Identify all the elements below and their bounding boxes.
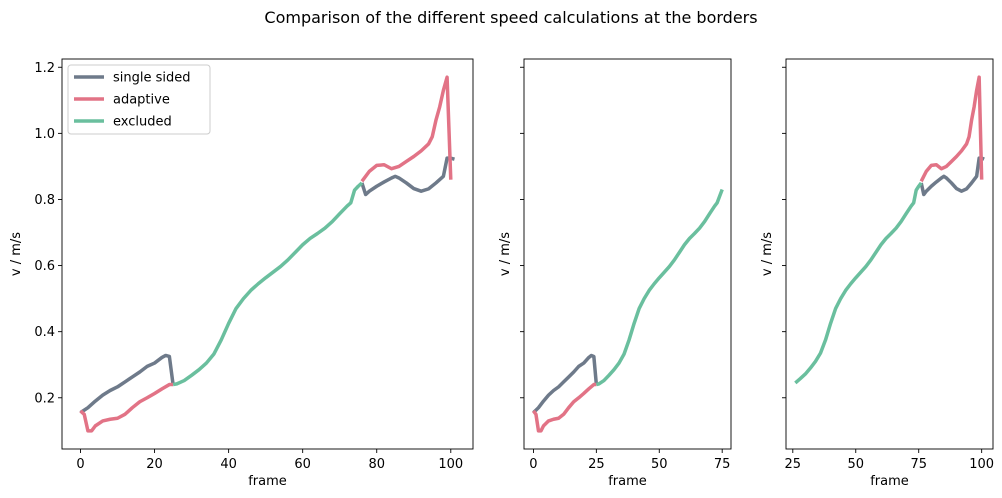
x-tick-label: 60 (294, 457, 311, 472)
y-axis-label: v / m/s (498, 232, 513, 276)
y-axis-label: v / m/s (760, 232, 775, 276)
axes-frame (523, 58, 732, 450)
legend-label: excluded (113, 115, 172, 130)
x-tick-label: 100 (969, 457, 994, 472)
series-line-excluded (794, 181, 923, 385)
axes-frame (61, 58, 474, 450)
y-tick-label: 0.4 (34, 325, 55, 340)
panel-2: 0 25 50 75 frame v / m/s (498, 58, 732, 489)
legend-label: single sided (113, 71, 191, 86)
legend: single sided adaptive excluded (67, 64, 211, 135)
x-axis-label: frame (248, 474, 287, 489)
series-line-adaptive (532, 382, 597, 433)
x-tick-label: 0 (76, 457, 84, 472)
x-tick-label: 25 (588, 457, 605, 472)
x-tick-label: 50 (651, 457, 668, 472)
x-tick-label: 75 (714, 457, 731, 472)
x-tick-label: 50 (847, 457, 864, 472)
series-line-adaptive (360, 75, 453, 183)
x-axis-label: frame (870, 474, 909, 489)
x-tick-label: 75 (910, 457, 927, 472)
y-tick-label: 0.6 (34, 259, 55, 274)
axes-frame (785, 58, 994, 450)
y-tick-label: 0.8 (34, 193, 55, 208)
x-tick-label: 25 (785, 457, 802, 472)
series-line-adaptive (919, 75, 984, 183)
y-tick-label: 0.2 (34, 391, 55, 406)
legend-box (67, 64, 211, 135)
y-axis-label: v / m/s (9, 232, 24, 276)
panels-group: 0 20 40 60 80 100 0.2 0.4 0.6 0.8 1.0 1.2 frame v / m… (9, 58, 994, 489)
x-axis-label: frame (608, 474, 647, 489)
y-tick-label: 1.2 (34, 61, 55, 76)
y-tick-label: 1.0 (34, 127, 55, 142)
x-tick-label: 100 (438, 457, 463, 472)
x-tick-label: 20 (146, 457, 163, 472)
x-tick-label: 80 (368, 457, 385, 472)
series-line-excluded (172, 181, 364, 387)
series-line-single-sided (919, 156, 985, 197)
series-line-single-sided (360, 156, 455, 197)
series-line-single-sided (79, 353, 175, 415)
legend-label: adaptive (113, 93, 170, 108)
series-line-adaptive (79, 382, 174, 433)
x-tick-label: 40 (220, 457, 237, 472)
panel-3: 25 50 75 100 frame v / m/s (760, 58, 994, 489)
panel-1: 0 20 40 60 80 100 0.2 0.4 0.6 0.8 1.0 1.2 frame v / m… (9, 58, 474, 489)
series-line-excluded (595, 188, 724, 387)
x-tick-label: 0 (529, 457, 537, 472)
figure-title: Comparison of the different speed calcul… (264, 8, 757, 27)
series-line-single-sided (532, 353, 599, 414)
